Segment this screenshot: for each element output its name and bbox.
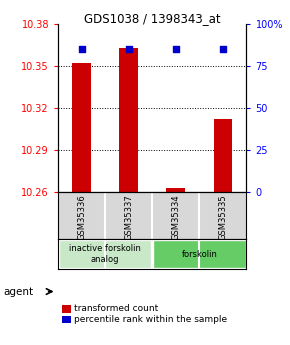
Point xyxy=(79,47,84,52)
Text: GSM35334: GSM35334 xyxy=(171,194,180,240)
Text: inactive forskolin
analog: inactive forskolin analog xyxy=(69,244,141,264)
Text: percentile rank within the sample: percentile rank within the sample xyxy=(74,315,227,324)
Bar xyxy=(59,240,151,268)
Text: agent: agent xyxy=(3,287,33,296)
Text: GSM35337: GSM35337 xyxy=(124,194,133,240)
Bar xyxy=(213,119,232,192)
Text: GSM35335: GSM35335 xyxy=(218,194,227,240)
Bar xyxy=(72,63,91,192)
Bar xyxy=(153,240,246,268)
Bar xyxy=(166,188,185,192)
Point xyxy=(126,47,131,52)
Bar xyxy=(119,48,138,192)
Text: GDS1038 / 1398343_at: GDS1038 / 1398343_at xyxy=(84,12,221,25)
Point xyxy=(221,47,225,52)
Text: transformed count: transformed count xyxy=(74,304,158,313)
Point xyxy=(173,47,178,52)
Text: GSM35336: GSM35336 xyxy=(77,194,86,240)
Text: forskolin: forskolin xyxy=(182,249,217,258)
